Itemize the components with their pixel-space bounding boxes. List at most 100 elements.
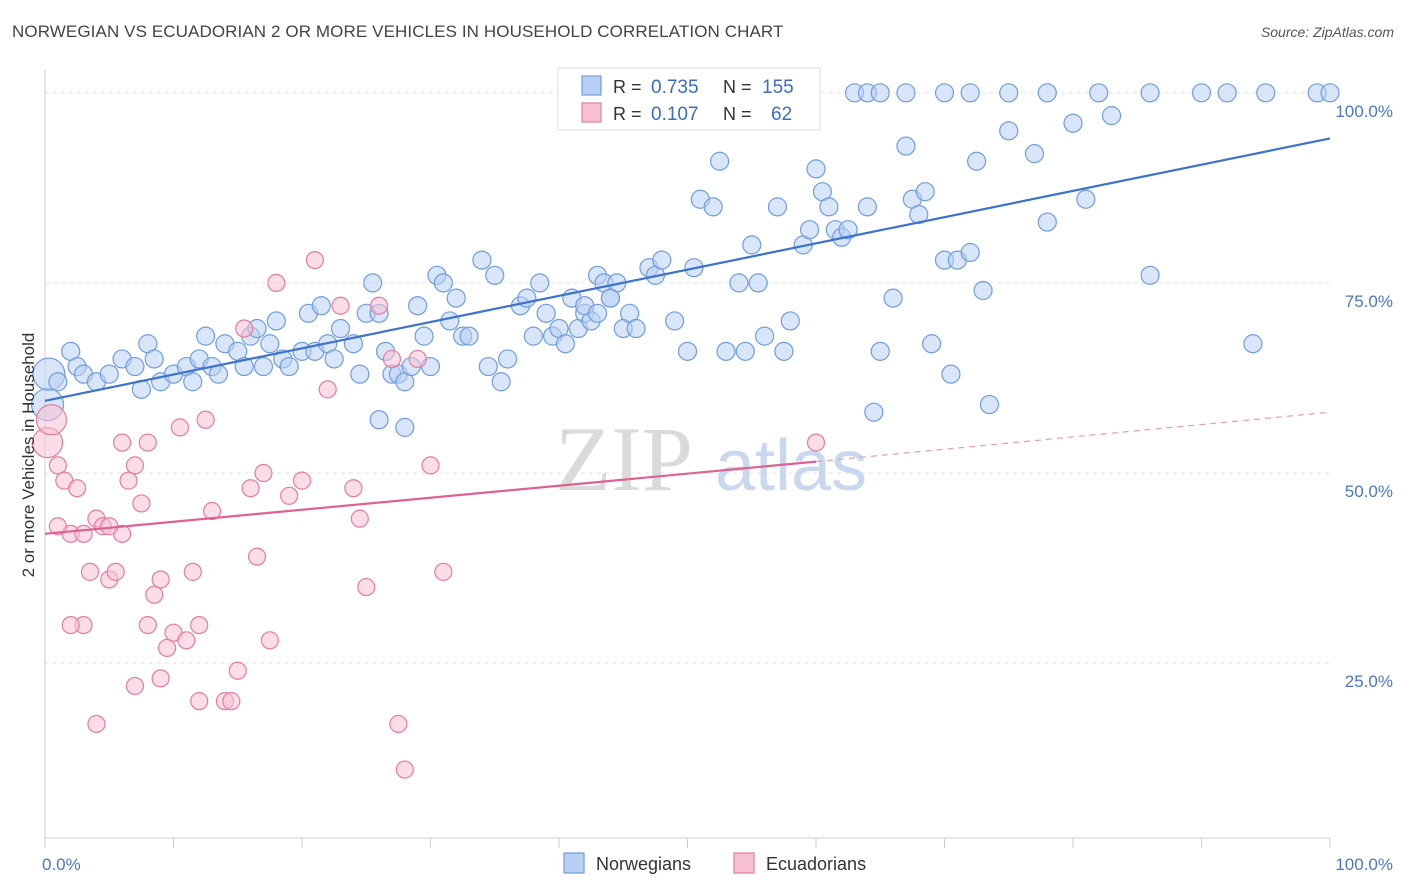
watermark: ZIP atlas: [555, 408, 867, 510]
norwegians-point: [883, 288, 903, 308]
norwegians-point: [864, 402, 884, 422]
norwegians-point: [459, 326, 479, 346]
norwegians-point: [1140, 83, 1160, 103]
norwegians-point: [446, 288, 466, 308]
ecuadorians-point: [331, 296, 350, 315]
norwegians-point: [967, 151, 987, 171]
legend-r-label-2: R =: [613, 104, 642, 124]
ecuadorians-point: [61, 615, 80, 635]
ecuadorians-point: [80, 562, 100, 581]
ecuadorians-point: [74, 524, 93, 543]
norwegians-point: [279, 356, 299, 377]
norwegians-point: [941, 364, 961, 384]
norwegians-point: [253, 356, 274, 377]
trend-lines: [44, 137, 1331, 535]
ecuadorians-points: [31, 250, 826, 779]
legend-swatch-ecuadorians: [581, 102, 602, 123]
norwegians-point: [1076, 189, 1096, 209]
y-tick-label-0: 100.0%: [1335, 102, 1393, 121]
norwegians-point: [979, 394, 1000, 415]
norwegians-point: [1191, 83, 1212, 103]
norwegians-point: [363, 273, 383, 293]
norwegians-point: [819, 197, 839, 217]
norwegians-point: [196, 326, 216, 346]
norwegians-point: [780, 311, 800, 331]
norwegians-point: [330, 318, 351, 339]
ecuadorians-point: [48, 456, 67, 475]
norwegians-point: [973, 280, 993, 301]
source-label: Source: ZipAtlas.com: [1260, 24, 1394, 40]
norwegians-point: [369, 410, 389, 430]
ecuadorians-point: [196, 410, 215, 429]
norwegians-trend-line: [44, 137, 1331, 402]
ecuadorians-point: [190, 615, 209, 635]
norwegians-point: [626, 318, 646, 339]
norwegians-point: [677, 341, 698, 361]
norwegians-point: [1037, 83, 1057, 103]
ecuadorians-point: [357, 577, 376, 597]
norwegians-point: [1037, 212, 1057, 232]
norwegians-point: [498, 349, 518, 369]
ecuadorians-point: [138, 433, 157, 452]
norwegians-point: [703, 197, 723, 217]
chart-title: NORWEGIAN VS ECUADORIAN 2 OR MORE VEHICL…: [12, 22, 784, 41]
tick-labels: 100.0% 75.0% 50.0% 25.0% 0.0% 100.0%: [42, 102, 1393, 874]
norwegians-point: [587, 303, 608, 323]
norwegians-point: [491, 372, 511, 392]
norwegians-point: [440, 311, 460, 331]
ecuadorians-point: [222, 692, 241, 711]
ecuadorians-point: [106, 562, 125, 581]
ecuadorians-point: [132, 494, 151, 513]
ecuadorians-point: [434, 562, 453, 581]
norwegians-points: [30, 83, 1340, 437]
norwegians-point: [652, 250, 672, 270]
norwegians-point: [857, 197, 878, 217]
ecuadorians-point: [254, 463, 273, 483]
ecuadorians-point: [151, 669, 170, 688]
norwegians-point: [1243, 334, 1263, 354]
ecuadorians-point: [408, 349, 427, 369]
y-axis-label: 2 or more Vehicles in Household: [19, 333, 38, 578]
norwegians-point: [324, 349, 344, 369]
norwegians-point: [485, 265, 505, 285]
norwegians-point: [915, 182, 935, 202]
norwegians-point: [414, 326, 434, 346]
bottom-legend-swatch-ecuadorians: [733, 852, 755, 874]
ecuadorians-point: [280, 486, 299, 505]
norwegians-point: [799, 220, 820, 240]
ecuadorians-point: [382, 349, 402, 369]
norwegians-point: [125, 356, 145, 377]
norwegians-point: [1089, 83, 1109, 103]
norwegians-point: [99, 364, 119, 384]
ecuadorians-trend-extension: [815, 411, 1331, 463]
norwegians-point: [600, 288, 621, 308]
norwegians-point: [716, 341, 736, 361]
norwegians-point: [767, 197, 788, 217]
ecuadorians-point: [87, 714, 106, 734]
ecuadorians-point: [157, 638, 177, 658]
norwegians-point: [555, 334, 576, 354]
ecuadorians-point: [267, 273, 286, 293]
norwegians-point: [523, 326, 543, 346]
norwegians-point: [774, 341, 794, 361]
norwegians-point: [311, 296, 331, 316]
y-tick-label-3: 25.0%: [1345, 672, 1393, 691]
norwegians-point: [478, 356, 498, 377]
ecuadorians-point: [190, 692, 209, 711]
norwegians-point: [266, 311, 286, 331]
ecuadorians-point: [806, 433, 826, 452]
watermark-zip: ZIP: [555, 408, 693, 510]
ecuadorians-point: [119, 471, 138, 490]
legend-r-value-1: 0.735: [651, 77, 699, 98]
ecuadorians-point: [138, 615, 157, 635]
legend-box: R = 0.735 N = 155 R = 0.107 N = 62: [557, 67, 821, 131]
ecuadorians-point: [247, 547, 267, 566]
bottom-legend-norwegians: Norwegians: [596, 854, 691, 874]
ecuadorians-point: [125, 676, 145, 696]
ecuadorians-point: [389, 714, 408, 734]
norwegians-point: [260, 334, 280, 354]
y-tick-label-2: 50.0%: [1345, 482, 1393, 501]
norwegians-point: [960, 83, 980, 103]
x-tick-label-0: 0.0%: [42, 855, 81, 874]
ecuadorians-trend-line: [44, 460, 817, 535]
